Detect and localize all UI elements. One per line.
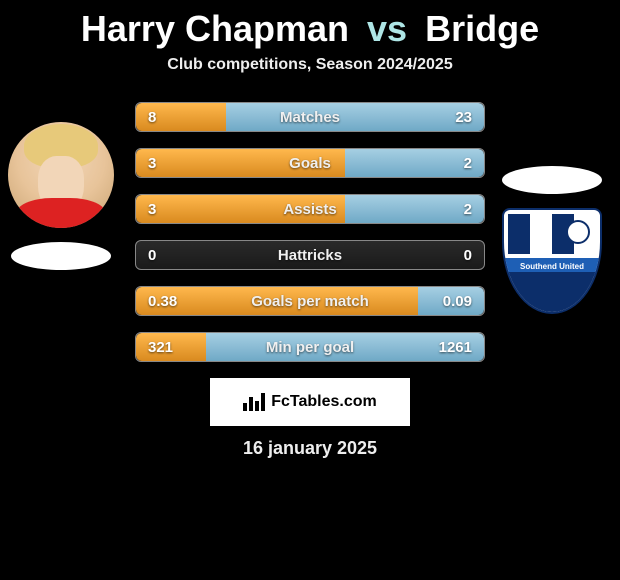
branding-chart-icon	[243, 393, 265, 411]
player1-avatar-block	[8, 122, 114, 270]
stat-value-right: 2	[464, 149, 472, 178]
stat-value-right: 1261	[439, 333, 472, 362]
stat-value-right: 0	[464, 241, 472, 270]
stat-value-right: 23	[455, 103, 472, 132]
stats-table: 8Matches23 3Goals2 3Assists2 0Hattricks0 0.3…	[135, 102, 485, 362]
comparison-card: Harry Chapman vs Bridge Club competition…	[0, 0, 620, 580]
stat-row: 3Assists2	[135, 194, 485, 224]
stat-label: Hattricks	[136, 241, 484, 270]
stat-label: Goals	[136, 149, 484, 178]
player2-name: Bridge	[425, 8, 539, 49]
stat-label: Min per goal	[136, 333, 484, 362]
stat-row: 321Min per goal1261	[135, 332, 485, 362]
player2-crest: Southend United	[502, 208, 602, 314]
date-text: 16 january 2025	[0, 438, 620, 459]
stat-label: Assists	[136, 195, 484, 224]
stat-row: 0.38Goals per match0.09	[135, 286, 485, 316]
stat-row: 0Hattricks0	[135, 240, 485, 270]
stat-label: Goals per match	[136, 287, 484, 316]
player1-ellipse-icon	[11, 242, 111, 270]
player2-avatar-block: Southend United	[502, 166, 602, 314]
subtitle: Club competitions, Season 2024/2025	[0, 56, 620, 74]
stat-value-right: 0.09	[443, 287, 472, 316]
player1-name: Harry Chapman	[81, 8, 349, 49]
branding-box: FcTables.com	[210, 378, 410, 426]
stat-label: Matches	[136, 103, 484, 132]
page-title: Harry Chapman vs Bridge	[0, 8, 620, 50]
player2-ellipse-icon	[502, 166, 602, 194]
stat-row: 3Goals2	[135, 148, 485, 178]
player1-photo	[8, 122, 114, 228]
stat-value-right: 2	[464, 195, 472, 224]
stat-row: 8Matches23	[135, 102, 485, 132]
branding-text: FcTables.com	[271, 393, 377, 411]
vs-word: vs	[367, 8, 407, 49]
